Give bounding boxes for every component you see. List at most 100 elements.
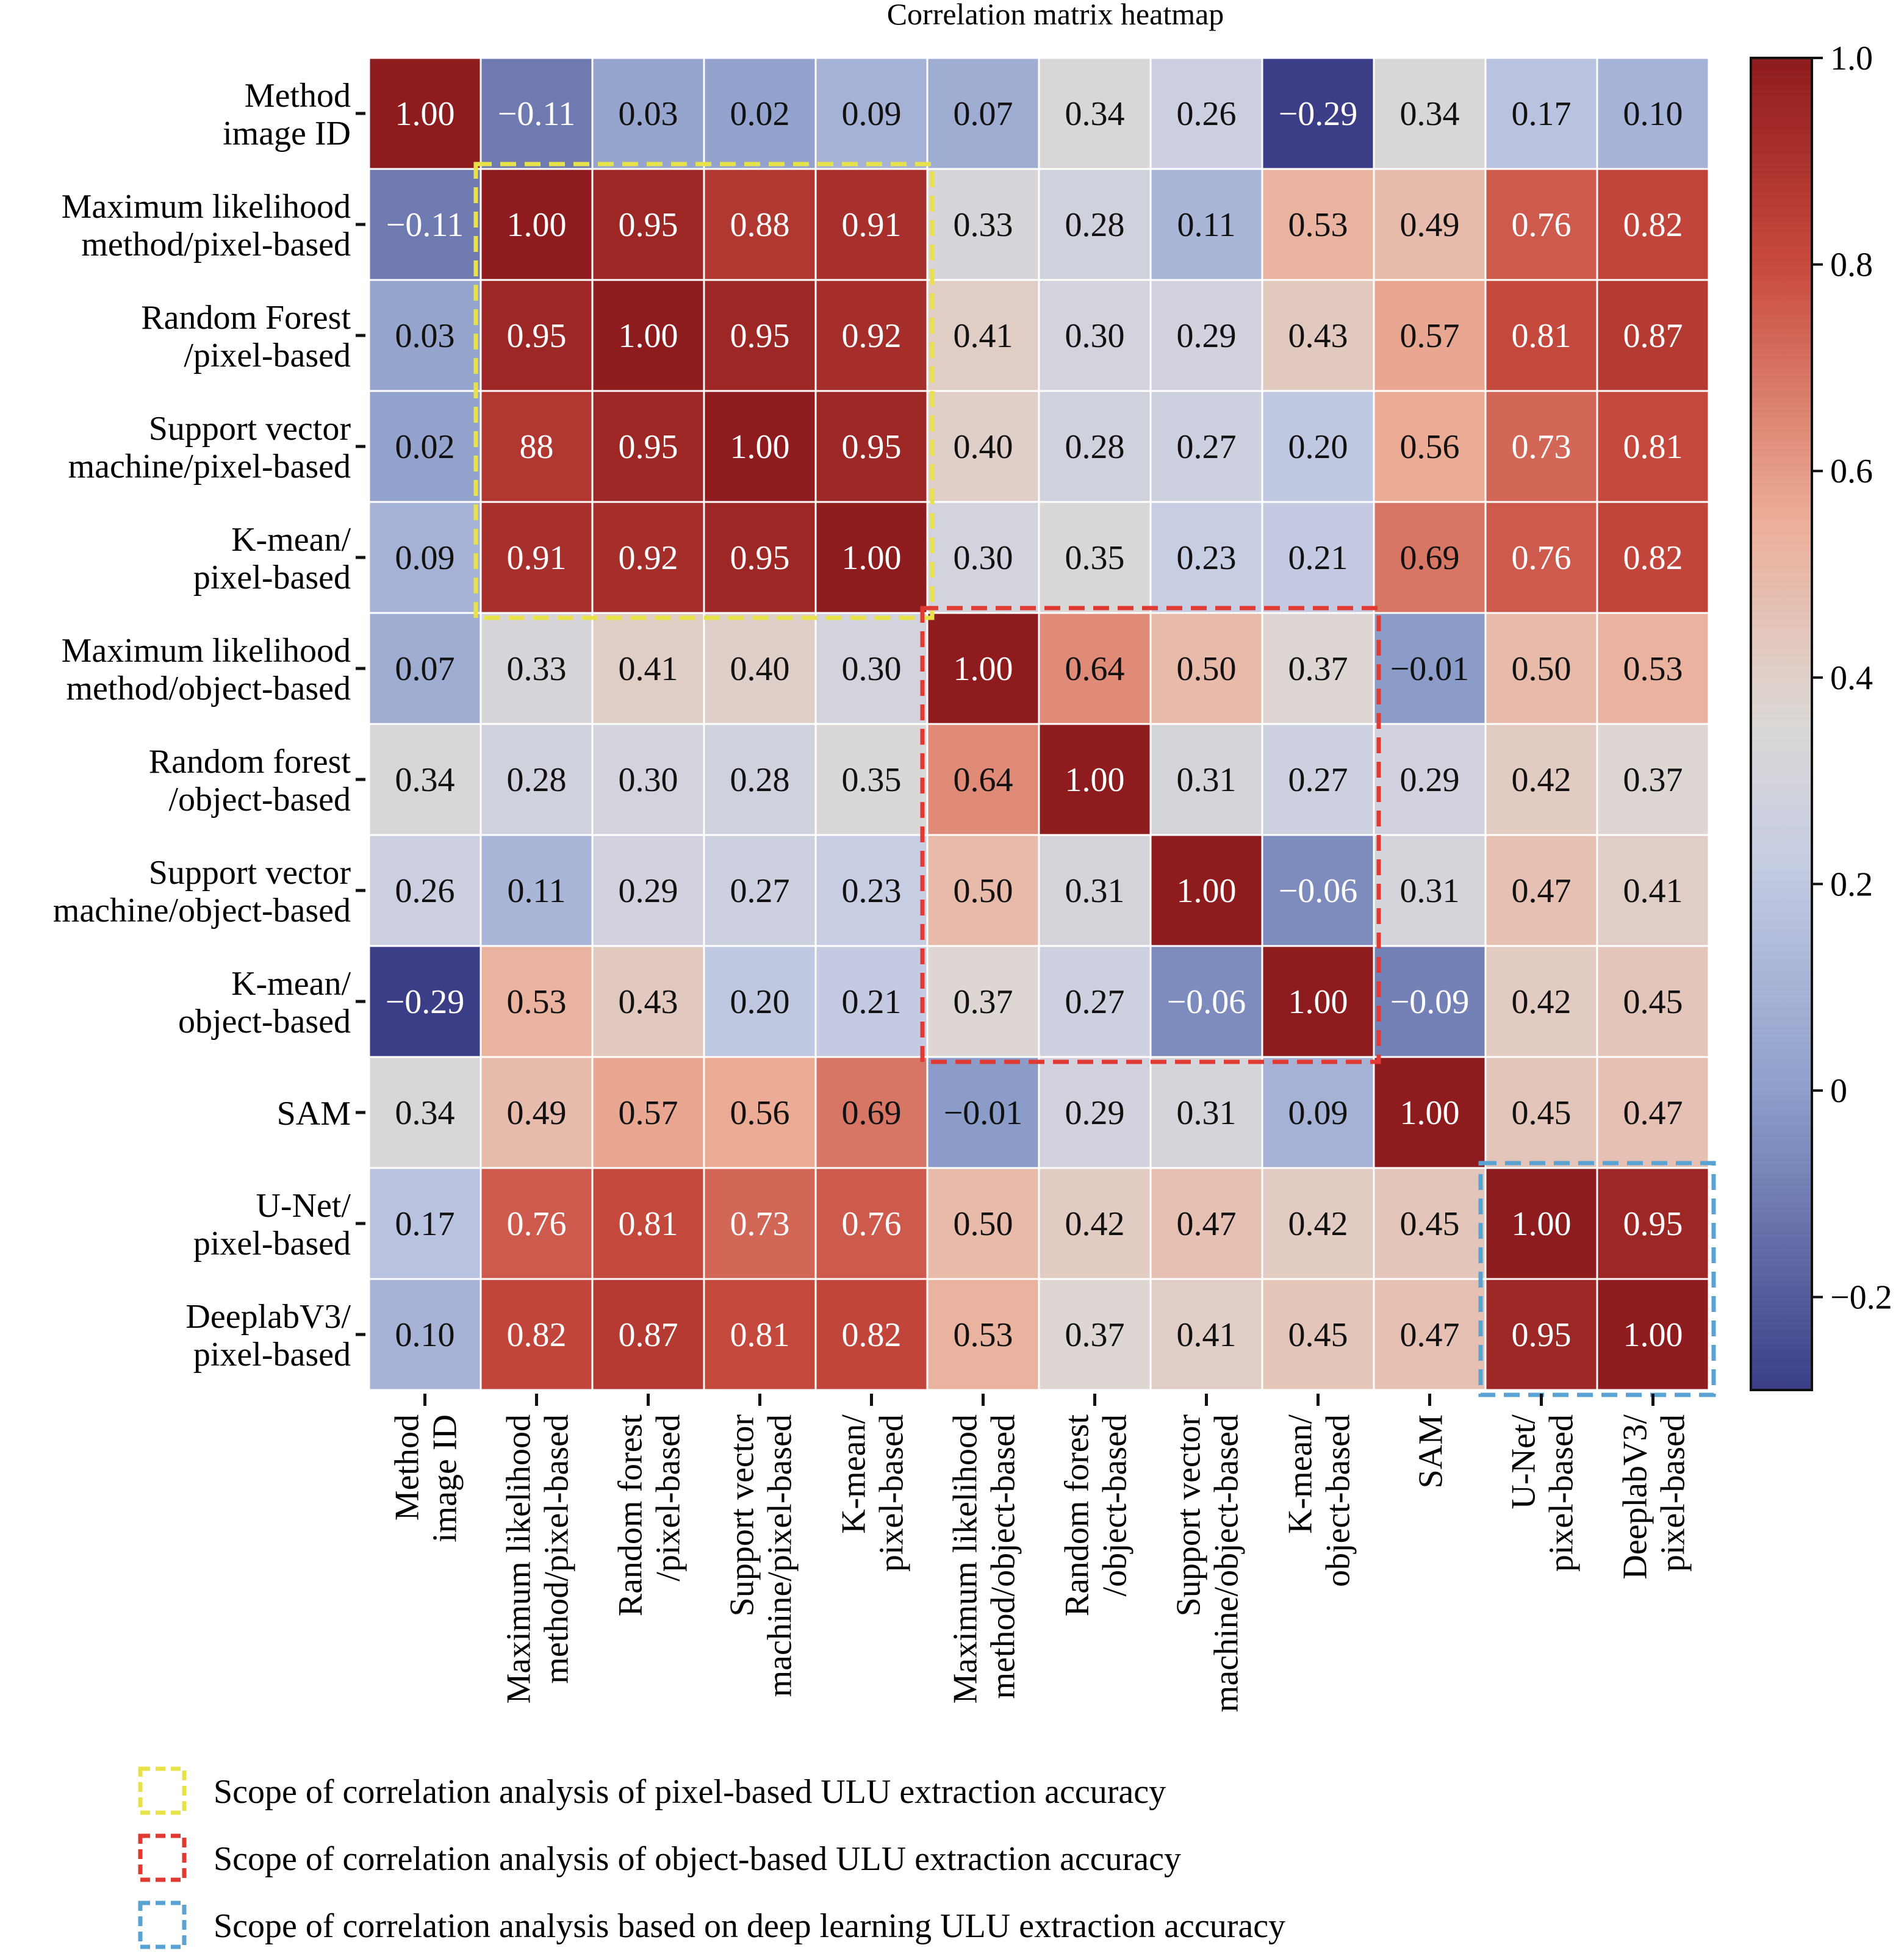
heatmap-cell bbox=[703, 945, 817, 1058]
cell-value-label: 0.37 bbox=[1623, 761, 1683, 799]
heatmap-cell bbox=[1596, 1056, 1710, 1169]
row-label: machine/object-based bbox=[53, 892, 351, 930]
cell-value-label: 0.47 bbox=[1177, 1205, 1237, 1243]
cell-value-label: 0.47 bbox=[1400, 1316, 1460, 1354]
cell-value-label: 0.21 bbox=[1288, 539, 1348, 577]
cell-value-label: 0.11 bbox=[1177, 206, 1236, 244]
heatmap-cell bbox=[1149, 1056, 1263, 1169]
row-label: SAM bbox=[277, 1095, 351, 1133]
heatmap-cell bbox=[1149, 57, 1263, 170]
cell-value-label: 0.20 bbox=[730, 983, 790, 1021]
legend-label: Scope of correlation analysis of pixel-b… bbox=[214, 1773, 1166, 1811]
column-label: pixel-based bbox=[1543, 1414, 1581, 1572]
column-label-group: Random forest/pixel-based bbox=[612, 1414, 688, 1617]
cell-value-label: 0.41 bbox=[1177, 1316, 1237, 1354]
column-label: image ID bbox=[426, 1414, 464, 1542]
heatmap-cell bbox=[814, 1278, 929, 1391]
column-label: Random forest bbox=[612, 1414, 650, 1617]
cell-value-label: 0.37 bbox=[1288, 650, 1348, 688]
heatmap-cell bbox=[480, 1167, 594, 1280]
heatmap-cell bbox=[480, 723, 594, 836]
cell-value-label: 0.27 bbox=[730, 872, 790, 910]
cell-value-label: 0.53 bbox=[954, 1316, 1013, 1354]
heatmap-cell bbox=[703, 834, 817, 947]
cell-value-label: 0.42 bbox=[1512, 761, 1572, 799]
heatmap-cell bbox=[1261, 390, 1375, 503]
colorbar-tick-label: −0.2 bbox=[1830, 1279, 1892, 1317]
cell-value-label: 0.29 bbox=[1065, 1094, 1125, 1132]
cell-value-label: 0.95 bbox=[730, 317, 790, 355]
cell-value-label: 0.92 bbox=[842, 317, 902, 355]
row-label: Method bbox=[245, 77, 351, 115]
heatmap-cell bbox=[1038, 390, 1152, 503]
column-label: object-based bbox=[1320, 1414, 1357, 1587]
heatmap-cell bbox=[591, 723, 705, 836]
heatmap-cell bbox=[368, 612, 482, 725]
cell-value-label: 0.34 bbox=[395, 1094, 455, 1132]
heatmap-cell bbox=[1261, 1167, 1375, 1280]
heatmap-cell bbox=[368, 57, 482, 170]
row-label: Random forest bbox=[149, 743, 351, 781]
heatmap-cell bbox=[703, 168, 817, 281]
column-label-group: Random forest/object-based bbox=[1058, 1414, 1134, 1617]
heatmap-cell bbox=[1484, 1056, 1598, 1169]
cell-value-label: 0.91 bbox=[507, 539, 567, 577]
cell-value-label: 0.23 bbox=[842, 872, 902, 910]
cell-value-label: 0.64 bbox=[954, 761, 1013, 799]
cell-value-label: 0.95 bbox=[619, 428, 678, 466]
heatmap-cell bbox=[703, 390, 817, 503]
legend-swatch bbox=[138, 1833, 187, 1882]
cell-value-label: 0.02 bbox=[395, 428, 455, 466]
column-label-group: K-mean/object-based bbox=[1282, 1414, 1357, 1587]
column-label-group: Maximum likelihood method/pixel-based bbox=[500, 1414, 576, 1703]
chart-title: Correlation matrix heatmap bbox=[887, 0, 1224, 31]
heatmap-cell bbox=[591, 834, 705, 947]
cell-value-label: 0.76 bbox=[507, 1205, 567, 1243]
cell-value-label: 0.49 bbox=[1400, 206, 1460, 244]
heatmap-cell bbox=[926, 1278, 1040, 1391]
heatmap-cell bbox=[1261, 168, 1375, 281]
heatmap-cell bbox=[1373, 390, 1487, 503]
highlight-boxes bbox=[473, 162, 1716, 1397]
column-label: K-mean/ bbox=[835, 1414, 873, 1534]
cell-value-label: 0.50 bbox=[954, 872, 1013, 910]
column-label: machine/pixel-based bbox=[761, 1414, 799, 1697]
cell-value-label: 1.00 bbox=[1288, 983, 1348, 1021]
heatmap-cell bbox=[1484, 168, 1598, 281]
column-labels: Method image ID Maximum likelihood method/p… bbox=[389, 1394, 1692, 1712]
column-label: Maximum likelihood bbox=[947, 1414, 985, 1703]
cell-value-label: 0.95 bbox=[842, 428, 902, 466]
cell-value-label: 0.76 bbox=[1512, 206, 1572, 244]
cell-value-label: 1.00 bbox=[1065, 761, 1125, 799]
heatmap-cell bbox=[591, 1167, 705, 1280]
cell-value-label: 0.37 bbox=[954, 983, 1013, 1021]
row-label: Support vector bbox=[149, 410, 351, 448]
cell-value-label: 0.23 bbox=[1177, 539, 1237, 577]
heatmap-cell bbox=[926, 612, 1040, 725]
cell-value-label: 0.34 bbox=[395, 761, 455, 799]
colorbar-tick-label: 1.0 bbox=[1830, 40, 1873, 77]
highlight-box-deep-learning bbox=[1478, 1161, 1716, 1397]
row-label: image ID bbox=[223, 115, 351, 152]
heatmap-cell bbox=[926, 945, 1040, 1058]
column-label: method/object-based bbox=[985, 1414, 1022, 1699]
cell-value-label: 0.43 bbox=[1288, 317, 1348, 355]
heatmap-cell bbox=[368, 945, 482, 1058]
cell-value-label: 0.82 bbox=[1623, 206, 1683, 244]
cell-value-label: −0.06 bbox=[1279, 872, 1358, 910]
cell-value-label: 1.00 bbox=[954, 650, 1013, 688]
row-label: pixel-based bbox=[193, 1336, 351, 1374]
cell-value-label: 0.64 bbox=[1065, 650, 1125, 688]
highlight-box-pixel-based bbox=[473, 162, 935, 620]
heatmap-cell bbox=[1484, 390, 1598, 503]
cell-value-label: 0.56 bbox=[1400, 428, 1460, 466]
heatmap-cell bbox=[1149, 1167, 1263, 1280]
row-label: Maximum likelihood bbox=[62, 632, 351, 670]
heatmap-cell bbox=[1373, 57, 1487, 170]
cell-value-label: 0.47 bbox=[1623, 1094, 1683, 1132]
cell-value-label: 0.81 bbox=[1623, 428, 1683, 466]
cell-value-label: 0.82 bbox=[1623, 539, 1683, 577]
heatmap-cell bbox=[926, 57, 1040, 170]
cell-value-label: 1.00 bbox=[842, 539, 902, 577]
